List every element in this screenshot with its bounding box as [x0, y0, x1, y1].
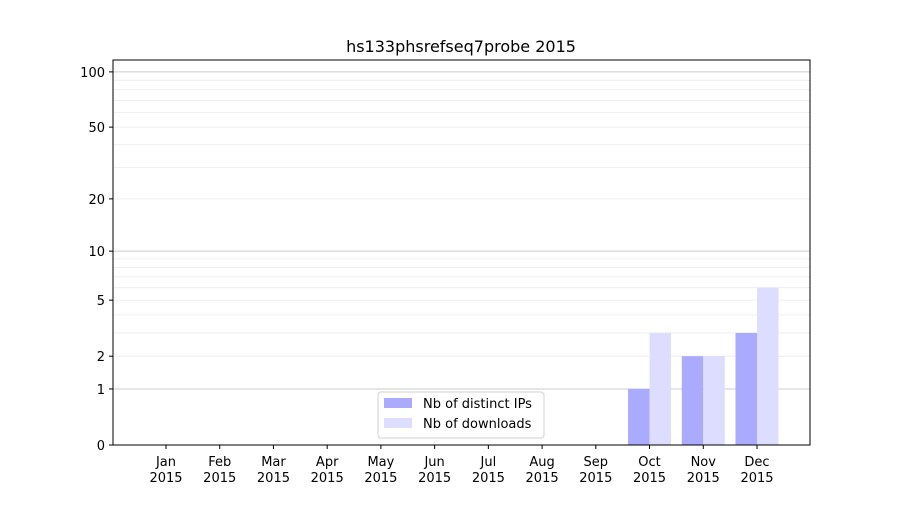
y-tick-label: 0	[97, 439, 105, 454]
x-tick-label: Jun	[423, 455, 444, 470]
axes-frame	[112, 59, 811, 446]
x-tick-label: Jan	[155, 455, 176, 470]
x-tick-label: 2015	[311, 471, 344, 486]
x-tick-label: Sep	[584, 455, 609, 470]
y-tick-label: 100	[80, 66, 105, 81]
bar-downloads	[649, 332, 672, 445]
x-tick-label: 2015	[257, 471, 290, 486]
x-tick-label: 2015	[526, 471, 559, 486]
y-tick-label: 10	[88, 245, 105, 260]
legend-label: Nb of distinct IPs	[423, 397, 532, 412]
x-tick-label: 2015	[740, 471, 773, 486]
bar-distinct-ips	[681, 356, 704, 445]
legend-swatch	[384, 418, 412, 428]
x-tick-label: 2015	[149, 471, 182, 486]
y-tick-label: 50	[88, 121, 105, 136]
x-tick-label: 2015	[418, 471, 451, 486]
bar-distinct-ips	[628, 388, 650, 445]
x-tick-label: Nov	[691, 455, 717, 470]
x-tick-label: 2015	[633, 471, 666, 486]
y-tick-label: 1	[97, 383, 105, 398]
bar-distinct-ips	[735, 332, 757, 445]
y-tick-label: 20	[88, 193, 105, 208]
x-tick-label: 2015	[687, 471, 720, 486]
legend	[377, 391, 545, 439]
x-tick-label: 2015	[203, 471, 236, 486]
x-tick-label: Feb	[208, 455, 231, 470]
chart-title: hs133phsrefseq7probe 2015	[346, 37, 576, 56]
x-tick-label: Dec	[744, 455, 769, 470]
x-tick-label: Jul	[480, 455, 497, 470]
x-tick-label: 2015	[472, 471, 505, 486]
x-tick-label: 2015	[364, 471, 397, 486]
x-tick-label: Aug	[529, 455, 554, 470]
x-tick-label: Oct	[638, 455, 660, 470]
x-tick-label: May	[367, 455, 394, 470]
y-tick-label: 2	[97, 350, 105, 365]
legend-label: Nb of downloads	[423, 417, 532, 432]
y-tick-label: 5	[97, 294, 105, 309]
x-tick-label: Mar	[261, 455, 286, 470]
x-tick-label: 2015	[579, 471, 612, 486]
legend-swatch	[384, 398, 412, 408]
bar-downloads	[703, 356, 725, 445]
bar-downloads	[757, 287, 779, 445]
x-tick-label: Apr	[316, 455, 339, 470]
